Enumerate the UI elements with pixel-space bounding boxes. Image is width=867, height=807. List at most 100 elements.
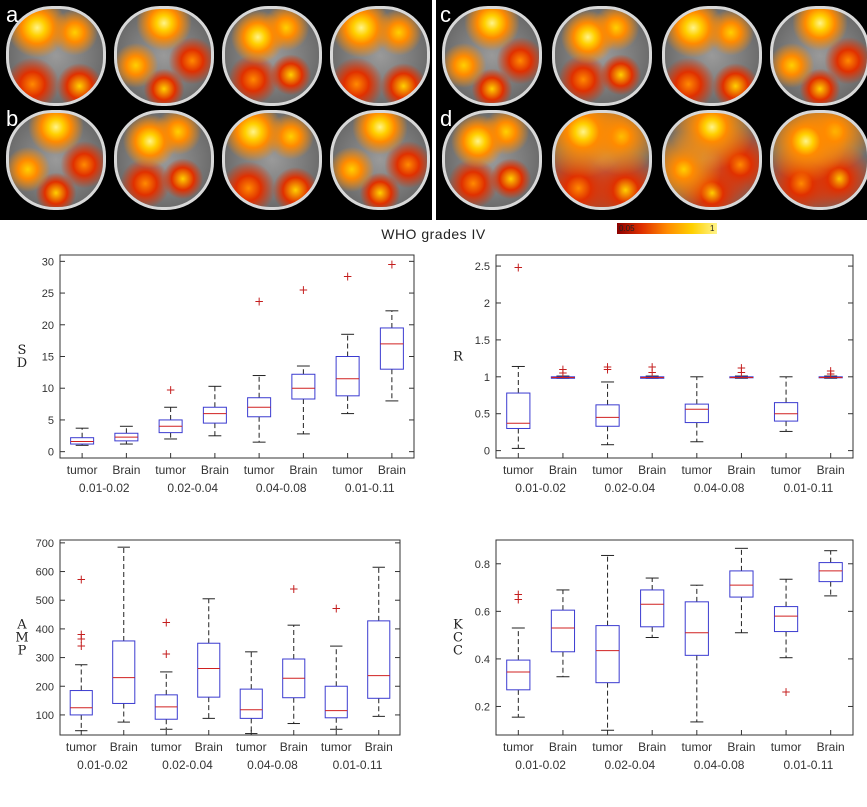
ytick-label-1-4: 2: [484, 298, 490, 310]
brain-slice-3: [330, 6, 430, 106]
xtick-label-0-7: Brain: [378, 463, 406, 477]
ytick-label-2-0: 100: [36, 710, 54, 722]
group-label-2-1: 0.02-0.04: [162, 758, 213, 772]
group-label-3-3: 0.01-0.11: [783, 758, 833, 772]
box-3-6: [773, 606, 799, 633]
ytick-label-3-3: 0.8: [475, 559, 490, 571]
group-label-2-3: 0.01-0.11: [333, 758, 383, 772]
ytick-label-0-5: 25: [42, 288, 54, 300]
ytick-label-1-1: 0.5: [475, 409, 490, 421]
xtick-label-2-7: Brain: [365, 740, 393, 754]
xtick-label-2-3: Brain: [195, 740, 223, 754]
brain-slice-10: [222, 110, 322, 210]
panel-label-b: b: [6, 106, 19, 131]
outlier-1-3-1: +: [647, 360, 657, 374]
colorbar-min-label: 0.05: [619, 224, 635, 233]
group-label-3-1: 0.02-0.04: [605, 758, 656, 772]
outlier-1-2-0: +: [603, 362, 613, 376]
outlier-0-4-0: +: [254, 294, 264, 308]
panel-label-c: c: [440, 2, 451, 27]
ytick-label-0-4: 20: [42, 320, 54, 332]
xtick-label-2-2: tumor: [151, 740, 182, 754]
xtick-label-2-4: tumor: [236, 740, 267, 754]
brain-slice-7: [770, 6, 867, 106]
outlier-1-0-0: +: [513, 261, 523, 275]
box-0-0: [70, 437, 95, 445]
xtick-label-1-2: tumor: [592, 463, 623, 477]
xtick-label-0-1: Brain: [112, 463, 140, 477]
box-3-0: [506, 659, 531, 691]
box-2-7: [367, 620, 391, 699]
outlier-3-0-0: +: [513, 592, 523, 606]
outlier-2-0-3: +: [76, 573, 86, 587]
ytick-label-1-5: 2.5: [475, 261, 490, 273]
xtick-label-3-3: Brain: [638, 740, 666, 754]
brain-slice-14: [662, 110, 762, 210]
colorbar: [617, 223, 717, 234]
brain-slice-4: [442, 6, 542, 106]
xtick-label-2-5: Brain: [280, 740, 308, 754]
group-label-0-2: 0.04-0.08: [256, 481, 307, 495]
group-label-0-1: 0.02-0.04: [167, 481, 218, 495]
group-label-2-0: 0.01-0.02: [77, 758, 128, 772]
box-3-5: [729, 570, 754, 598]
outlier-0-2-0: +: [166, 383, 176, 397]
ytick-label-2-5: 600: [36, 567, 54, 579]
outlier-0-5-0: +: [298, 283, 308, 297]
outlier-1-7-0: +: [826, 367, 836, 381]
box-1-2: [595, 404, 620, 427]
colorbar-max-label: 1: [710, 224, 715, 233]
box-2-0: [69, 690, 93, 716]
ylabel-0-1: D: [17, 356, 27, 371]
ytick-label-0-2: 10: [42, 383, 54, 395]
group-label-2-2: 0.04-0.08: [247, 758, 298, 772]
group-label-1-0: 0.01-0.02: [515, 481, 566, 495]
xtick-label-1-7: Brain: [817, 463, 845, 477]
outlier-2-6-0: +: [331, 601, 341, 615]
xtick-label-1-3: Brain: [638, 463, 666, 477]
ylabel-3-1: C: [453, 631, 463, 646]
group-label-1-1: 0.02-0.04: [605, 481, 656, 495]
outlier-2-0-0: +: [76, 639, 86, 653]
ytick-label-0-0: 0: [48, 447, 54, 459]
panel-label-d: d: [440, 106, 453, 131]
xtick-label-3-2: tumor: [592, 740, 623, 754]
box-3-2: [595, 625, 620, 684]
outlier-3-0-1: +: [513, 588, 523, 602]
outlier-2-5-0: +: [289, 582, 299, 596]
xtick-label-0-3: Brain: [201, 463, 229, 477]
brain-slice-panels: a b c d: [0, 0, 867, 220]
ytick-label-1-3: 1.5: [475, 335, 490, 347]
group-label-1-3: 0.01-0.11: [783, 481, 833, 495]
box-0-6: [335, 356, 360, 397]
group-label-3-2: 0.04-0.08: [694, 758, 745, 772]
xtick-label-0-0: tumor: [67, 463, 98, 477]
outlier-1-1-0: +: [558, 366, 568, 380]
xtick-label-1-6: tumor: [771, 463, 802, 477]
xtick-label-0-2: tumor: [155, 463, 186, 477]
panel-label-a: a: [6, 2, 19, 27]
xtick-label-2-1: Brain: [110, 740, 138, 754]
ylabel-3-0: K: [453, 618, 463, 633]
outlier-1-2-1: +: [603, 360, 613, 374]
xtick-label-1-4: tumor: [681, 463, 712, 477]
brain-slice-2: [222, 6, 322, 106]
brain-slice-12: [442, 110, 542, 210]
brain-slice-11: [330, 110, 430, 210]
ytick-label-2-6: 700: [36, 538, 54, 550]
xtick-label-0-4: tumor: [244, 463, 275, 477]
outlier-2-0-2: +: [76, 628, 86, 642]
xtick-label-3-4: tumor: [681, 740, 712, 754]
box-2-3: [197, 642, 221, 698]
box-1-6: [773, 402, 799, 422]
xtick-label-1-5: Brain: [727, 463, 755, 477]
brain-slice-8: [6, 110, 106, 210]
box-0-5: [291, 373, 316, 400]
box-3-3: [640, 589, 665, 628]
ytick-label-2-3: 400: [36, 624, 54, 636]
xtick-label-3-5: Brain: [727, 740, 755, 754]
box-2-6: [324, 685, 348, 719]
box-0-3: [202, 406, 227, 424]
ytick-label-3-2: 0.6: [475, 606, 490, 618]
xtick-label-3-1: Brain: [549, 740, 577, 754]
